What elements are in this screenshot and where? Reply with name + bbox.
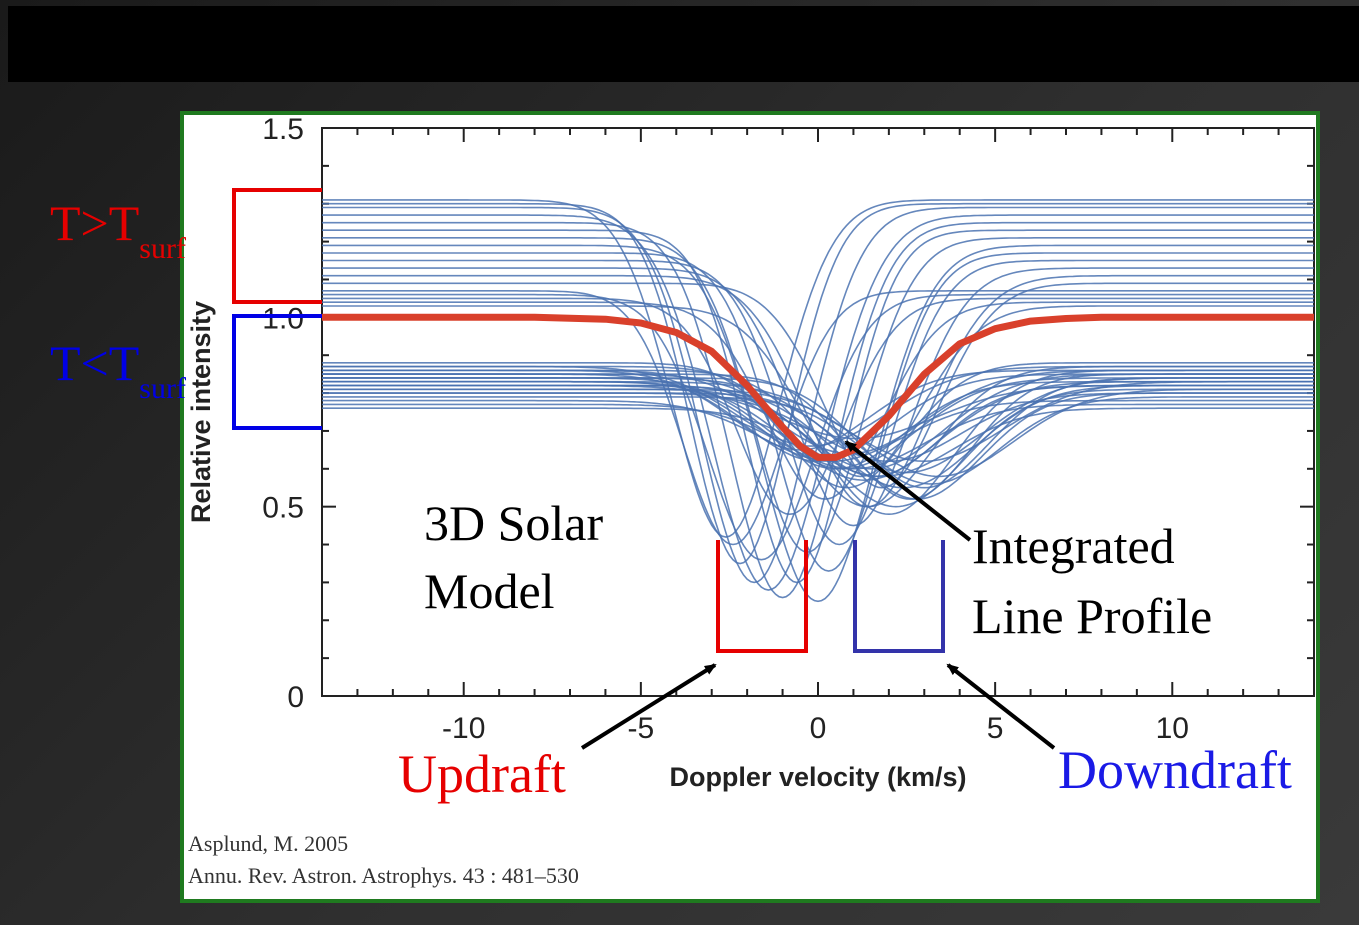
local-profile-line	[322, 384, 1314, 440]
local-profile-line	[322, 297, 1314, 516]
local-profile-line	[322, 244, 1314, 603]
local-profiles	[322, 199, 1314, 603]
updraft-well	[716, 540, 808, 653]
x-axis-label: Doppler velocity (km/s)	[669, 762, 966, 792]
local-profile-line	[322, 267, 1314, 527]
local-profile-line	[322, 373, 1314, 470]
updraft-label: Updraft	[398, 744, 566, 804]
y-tick-label: 1.0	[262, 302, 304, 335]
figure-panel	[180, 111, 1320, 903]
integrated-profile	[322, 313, 1314, 461]
hot-label: T>Tsurf	[50, 195, 186, 265]
local-profile-line	[322, 202, 1314, 565]
downdraft-label: Downdraft	[1058, 740, 1292, 800]
integrated-label-line1: Integrated	[972, 518, 1175, 574]
cold-label: T<Tsurf	[50, 335, 186, 405]
local-profile-line	[322, 282, 1314, 489]
model-label-line2: Model	[424, 563, 555, 619]
citation-line1: Asplund, M. 2005	[188, 831, 348, 856]
y-tick-label: 0	[287, 681, 304, 714]
integrated-label-line2: Line Profile	[972, 588, 1212, 644]
local-profile-line	[322, 259, 1314, 546]
local-profile-line	[322, 301, 1314, 500]
local-profile-line	[322, 305, 1314, 478]
x-tick-label: -10	[442, 712, 485, 745]
local-profile-line	[322, 252, 1314, 572]
x-tick-label: 0	[810, 712, 827, 745]
x-tick-label: 5	[987, 712, 1004, 745]
hot-bracket	[232, 188, 322, 304]
updraft-arrow	[580, 663, 717, 750]
local-profile-line	[322, 237, 1314, 553]
local-profile-line	[322, 392, 1314, 463]
cold-bracket	[232, 314, 322, 430]
y-tick-label: 0.5	[262, 492, 304, 525]
local-profile-line	[322, 377, 1314, 474]
local-profile-line	[322, 199, 1314, 538]
title-bar	[8, 6, 1359, 82]
local-profile-line	[322, 362, 1314, 489]
integrated-arrow	[844, 440, 972, 542]
x-tick-label: 10	[1156, 712, 1189, 745]
local-profile-line	[322, 399, 1314, 462]
y-axis-label: Relative intensity	[186, 301, 216, 523]
local-profile-line	[322, 380, 1314, 463]
local-profile-line	[322, 396, 1314, 485]
local-profile-line	[322, 229, 1314, 584]
downdraft-arrow	[946, 663, 1056, 750]
model-label-line1: 3D Solar	[424, 495, 604, 551]
citation-line2: Annu. Rev. Astron. Astrophys. 43 : 481–5…	[188, 863, 579, 888]
y-tick-label: 1.5	[262, 113, 304, 146]
integrated-profile-line	[322, 313, 1314, 461]
downdraft-well	[853, 540, 945, 653]
local-profile-line	[322, 290, 1314, 546]
